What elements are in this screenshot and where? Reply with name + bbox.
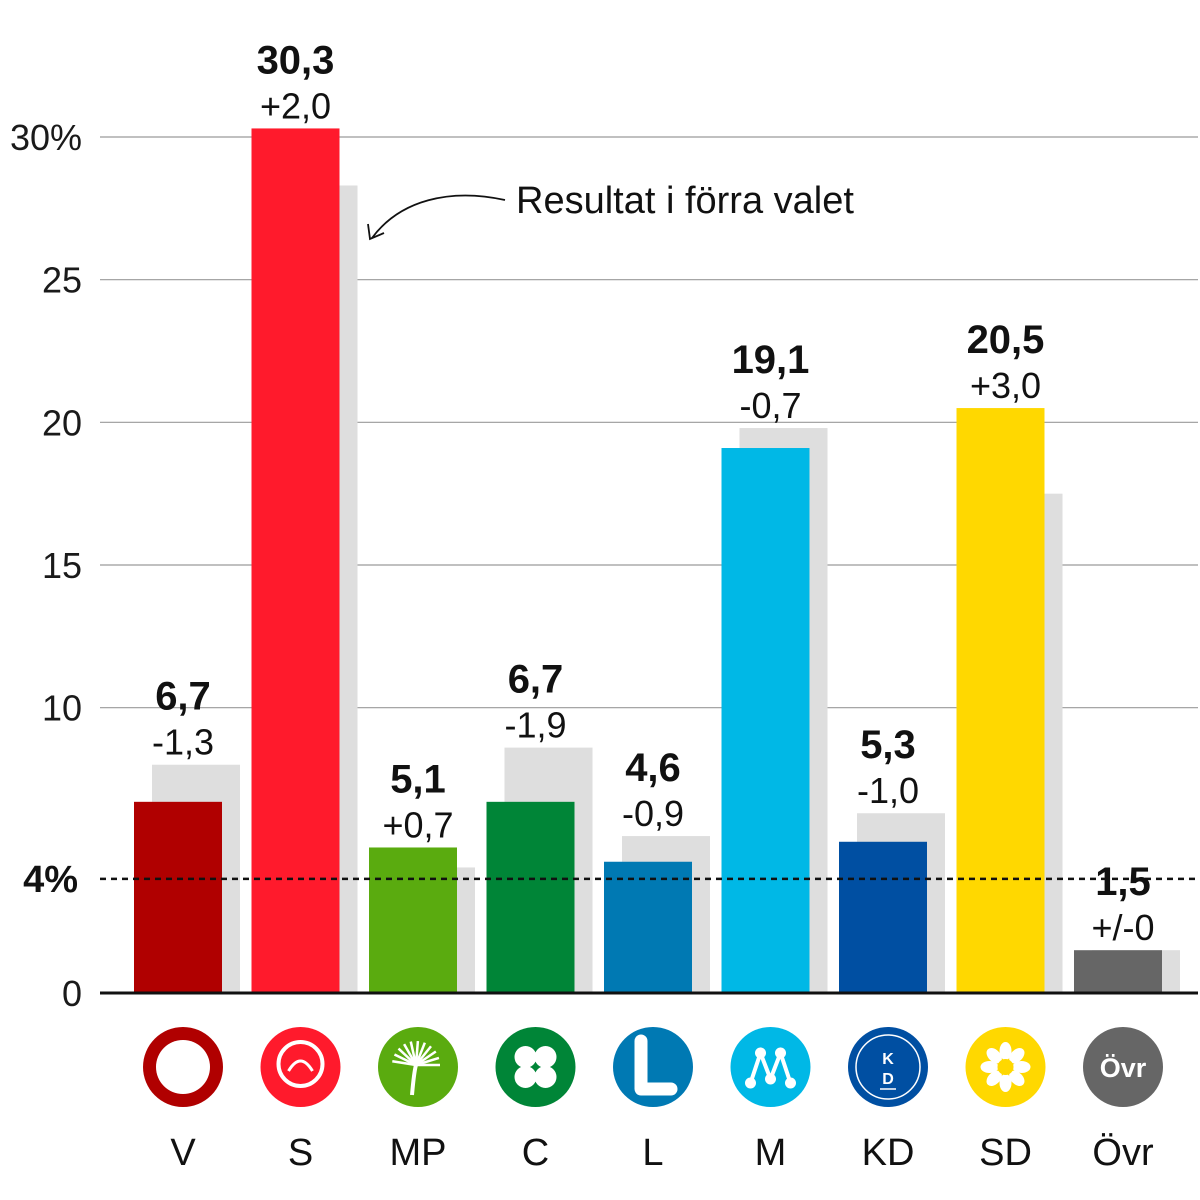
annotation-arrow (371, 194, 506, 239)
daisy-petal-icon (999, 1042, 1012, 1060)
change-label-m: -0,7 (739, 385, 801, 426)
daisy-petal-icon (999, 1074, 1012, 1092)
logo-sd-group (965, 1027, 1046, 1107)
bar-m (721, 448, 810, 994)
bar-c (486, 801, 575, 993)
value-label-kd: 5,3 (860, 723, 916, 767)
daisy-petal-icon (980, 1061, 999, 1073)
party-logo-mp (378, 1027, 458, 1107)
value-label-l: 4,6 (625, 746, 681, 790)
party-logo-ovr (1083, 1027, 1163, 1107)
category-label-sd: SD (979, 1132, 1032, 1174)
m-logo-dot-icon (745, 1077, 756, 1089)
party-logo-s (260, 1027, 341, 1107)
l-letter-icon (634, 1034, 678, 1096)
annotation-group: Resultat i förra valet (367, 180, 854, 241)
daisy-petal-icon (986, 1048, 1002, 1064)
change-label-ovr: +/-0 (1091, 907, 1154, 948)
y-axis-ticks: 0 10 15 20 25 30% (10, 117, 82, 1014)
threshold-line-group: 4% (23, 859, 1198, 901)
value-label-v: 6,7 (155, 675, 211, 719)
logo-mp-group (378, 1027, 458, 1107)
logo-s-group (260, 1027, 341, 1107)
daisy-petal-icon (1009, 1070, 1025, 1086)
value-label-m: 19,1 (732, 338, 810, 382)
clover-leaf-icon (534, 1066, 557, 1088)
logo-v-group: V (143, 1027, 223, 1107)
clover-leaf-icon (514, 1046, 537, 1068)
threshold-label: 4% (23, 859, 78, 901)
dandelion-stem-icon (410, 1064, 418, 1096)
m-logo-dot-icon (775, 1047, 786, 1059)
party-logo-m (730, 1027, 811, 1107)
kd-ring-icon (855, 1034, 921, 1100)
bar-v (134, 801, 222, 993)
value-label-ovr: 1,5 (1095, 860, 1151, 904)
daisy-petal-icon (986, 1070, 1002, 1086)
rose-petal-icon (287, 1059, 314, 1072)
category-label-ovr: Övr (1092, 1132, 1154, 1174)
logo-m-group (730, 1027, 811, 1107)
bar-ovr (1074, 950, 1162, 993)
change-label-v: -1,3 (152, 722, 214, 763)
change-label-kd: -1,0 (857, 770, 919, 811)
daisy-petal-icon (1009, 1048, 1025, 1064)
y-tick-label: 30% (10, 117, 82, 158)
category-label-v: V (170, 1132, 196, 1174)
bar-l (604, 861, 692, 993)
value-label-c: 6,7 (508, 658, 564, 702)
category-label-c: C (522, 1132, 549, 1174)
category-label-mp: MP (390, 1132, 447, 1174)
bar-sd (956, 408, 1045, 994)
clover-leaf-icon (514, 1066, 537, 1088)
daisy-petal-icon (1012, 1061, 1031, 1073)
bar-kd (839, 841, 927, 993)
result-bars (134, 128, 1162, 994)
change-label-s: +2,0 (260, 85, 331, 126)
daisy-center-icon (997, 1059, 1014, 1075)
y-tick-label: 25 (42, 260, 82, 301)
value-label-mp: 5,1 (390, 757, 446, 801)
bar-s (251, 128, 340, 993)
m-logo-dot-icon (785, 1077, 796, 1089)
logo-l-group (613, 1027, 693, 1107)
v-logo-inner (156, 1040, 210, 1094)
kd-logo-d: D (882, 1071, 894, 1088)
v-logo-letter: V (168, 1042, 199, 1094)
category-label-m: M (755, 1132, 787, 1174)
rose-icon (276, 1040, 325, 1088)
category-label-s: S (288, 1132, 313, 1174)
logo-c-group (495, 1027, 576, 1107)
category-labels: V S MP C L M KD SD Övr (170, 1132, 1154, 1174)
ovr-logo-text: Övr (1100, 1053, 1147, 1083)
annotation-arrowhead (367, 223, 385, 241)
kd-logo-k: K (882, 1051, 894, 1068)
m-logo-dot-icon (765, 1073, 776, 1085)
party-logos: V KD Övr (143, 1027, 1163, 1107)
y-tick-label: 10 (42, 688, 82, 729)
bar-value-labels: 6,7-1,330,3+2,05,1+0,76,7-1,94,6-0,919,1… (152, 38, 1155, 948)
m-logo-dot-icon (755, 1047, 766, 1059)
y-tick-label: 20 (42, 402, 82, 443)
category-label-kd: KD (862, 1132, 915, 1174)
party-logo-kd (848, 1027, 928, 1107)
value-label-sd: 20,5 (967, 318, 1045, 362)
y-tick-label: 0 (62, 973, 82, 1014)
clover-leaf-icon (534, 1046, 557, 1068)
value-label-s: 30,3 (257, 38, 335, 82)
change-label-l: -0,9 (622, 793, 684, 834)
category-label-l: L (642, 1132, 663, 1174)
logo-ovr-group: Övr (1083, 1027, 1163, 1107)
y-tick-label: 15 (42, 545, 82, 586)
change-label-sd: +3,0 (970, 365, 1041, 406)
party-logo-c (495, 1027, 576, 1107)
change-label-mp: +0,7 (382, 804, 453, 845)
annotation-text: Resultat i förra valet (516, 180, 854, 222)
change-label-c: -1,9 (504, 705, 566, 746)
bar-mp (369, 847, 457, 993)
logo-kd-group: KD (848, 1027, 928, 1107)
